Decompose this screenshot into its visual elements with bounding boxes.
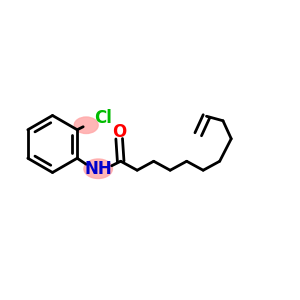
Ellipse shape	[84, 159, 112, 178]
Text: O: O	[112, 123, 126, 141]
Ellipse shape	[74, 117, 98, 134]
Text: Cl: Cl	[94, 109, 112, 127]
Text: NH: NH	[84, 160, 112, 178]
